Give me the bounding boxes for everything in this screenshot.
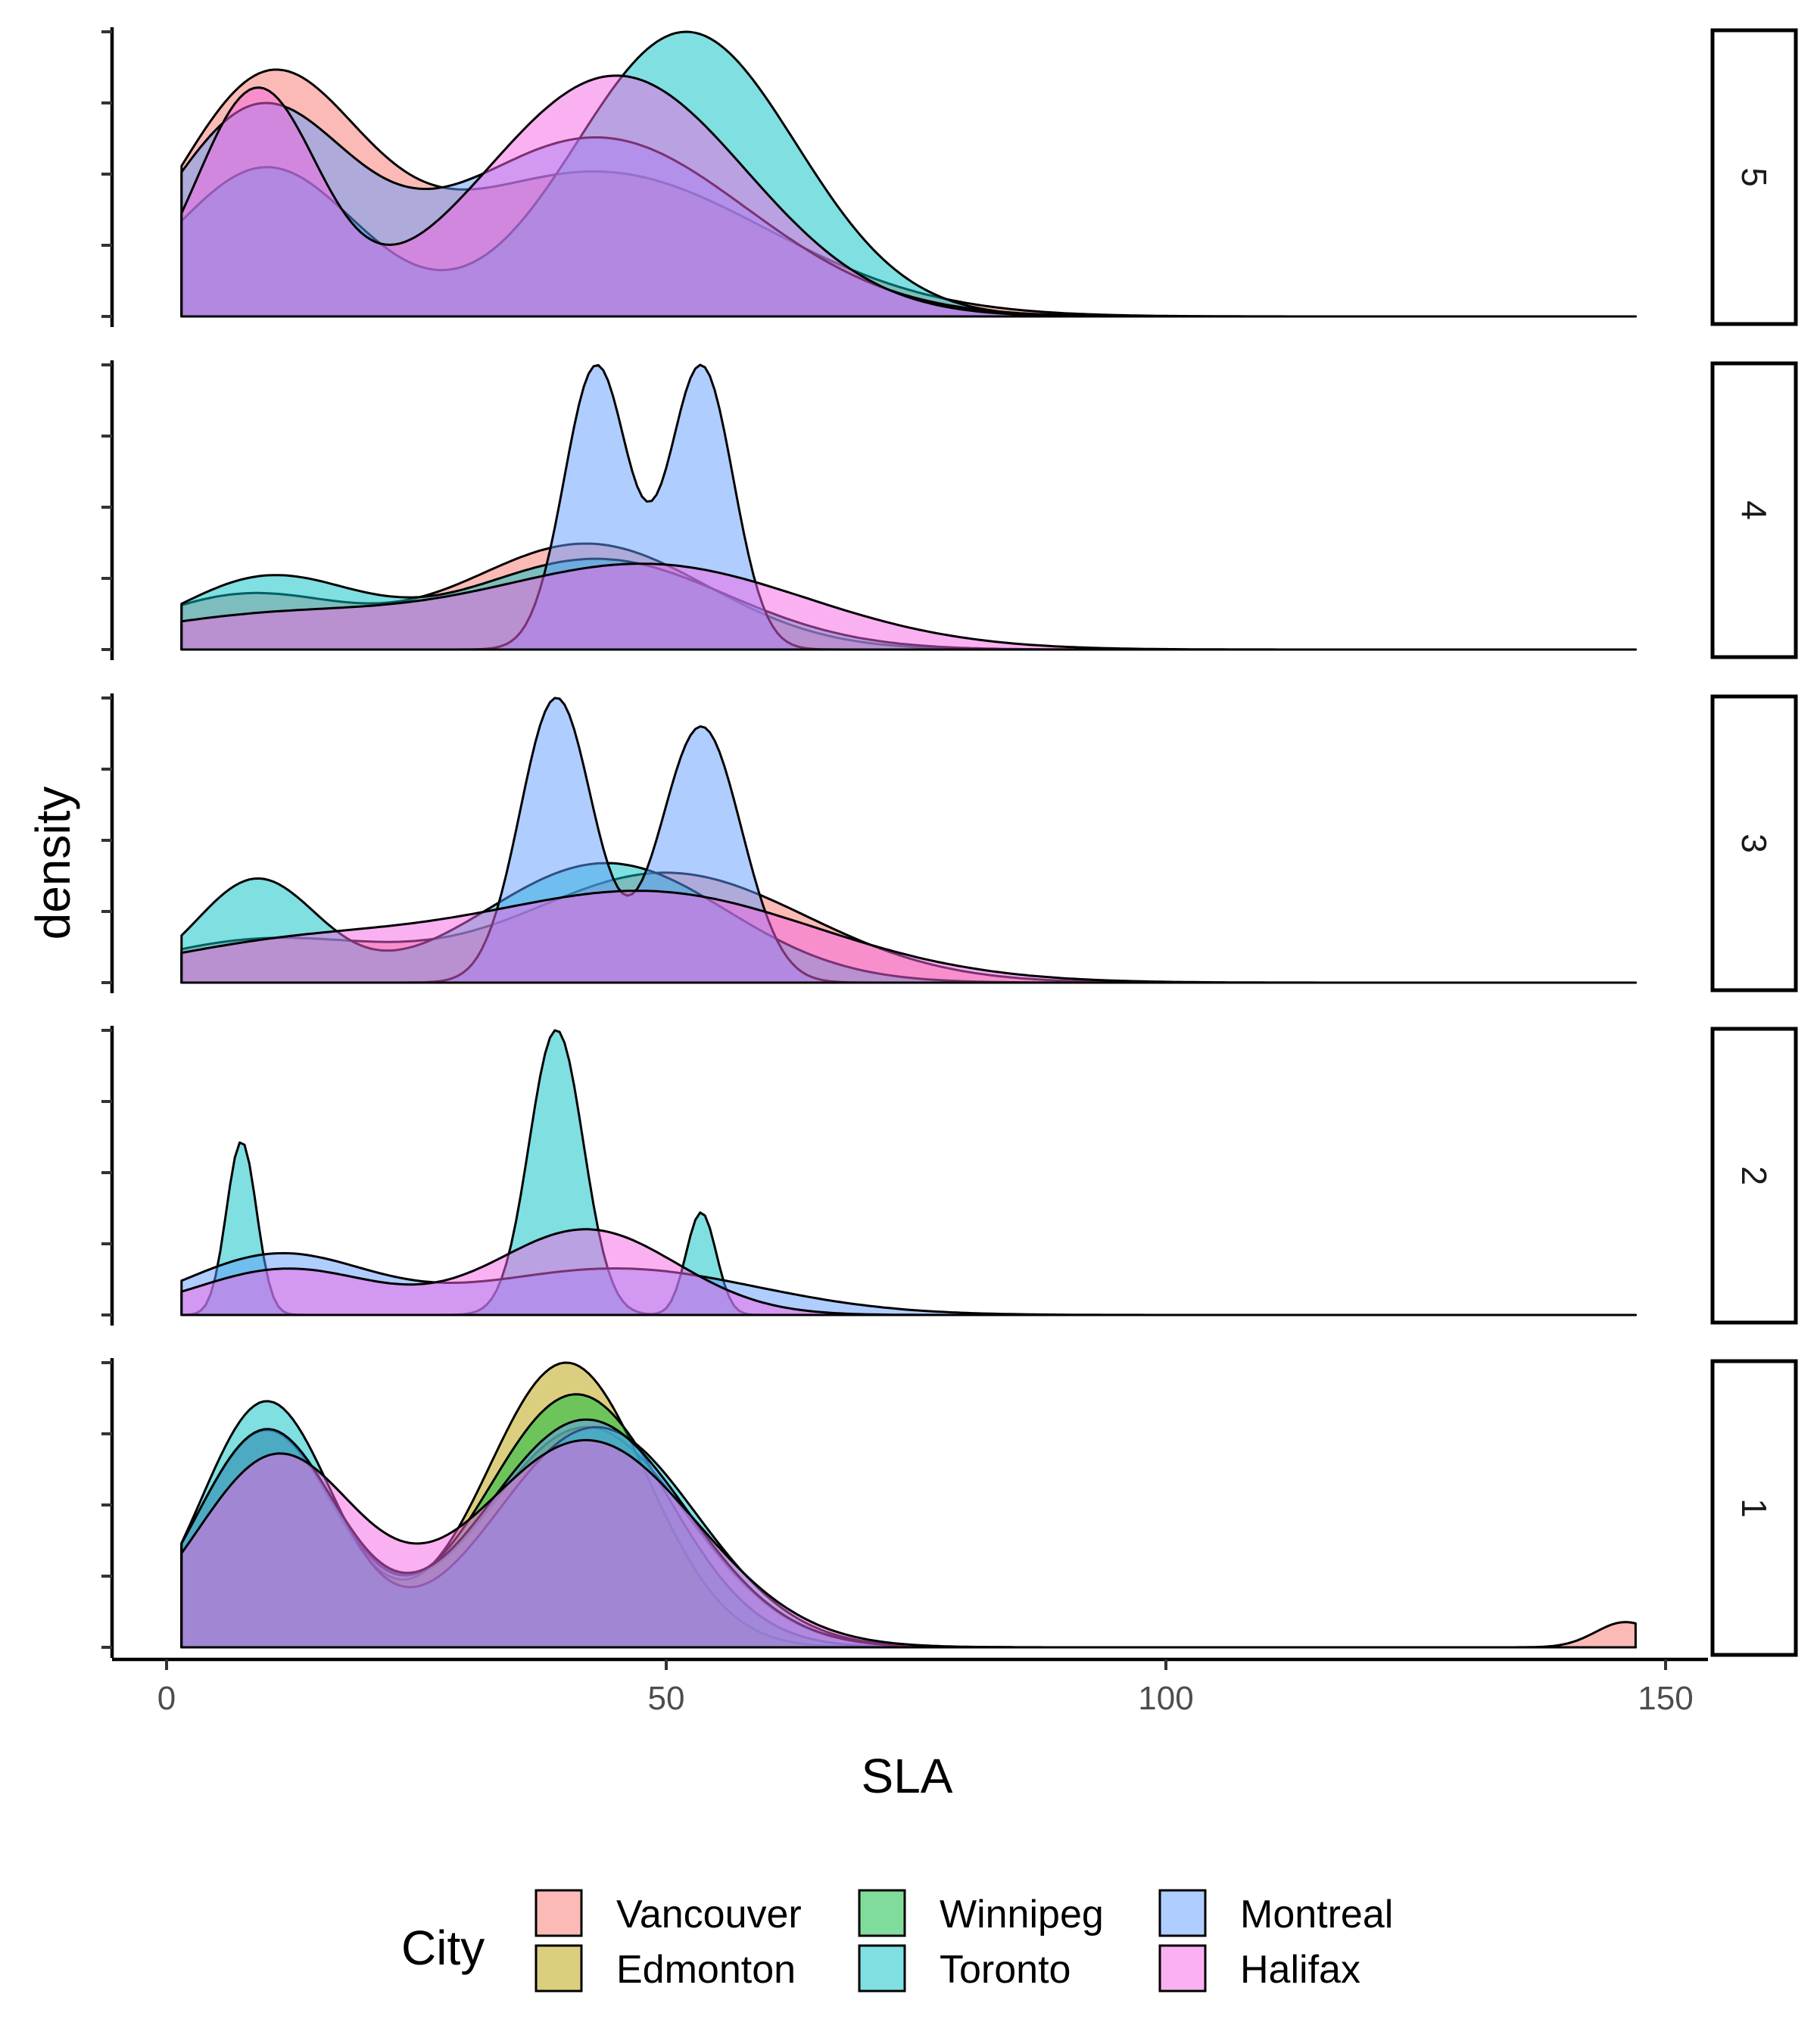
legend-item-edmonton: Edmonton [535,1944,796,1993]
density-area-halifax-panel-4 [180,562,1637,651]
legend-label: Montreal [1240,1893,1393,1937]
density-area-halifax-panel-1 [180,1438,1637,1649]
facet-strip-1 [1710,1359,1798,1657]
legend-key-swatch [535,1944,583,1993]
facet-strip-2 [1710,1027,1798,1325]
legend-item-halifax: Halifax [1158,1944,1360,1993]
facet-panels: 5 4 3 2 1 [101,27,1798,1658]
x-tick-label: 150 [1638,1680,1693,1717]
legend-key-swatch [858,1889,906,1937]
legend-item-winnipeg: Winnipeg [858,1889,1104,1937]
density-area-halifax-panel-2 [180,1228,1637,1316]
y-axis-title: density [26,787,80,940]
facet-strip-5 [1710,28,1798,326]
facet-panel-5: 5 [101,27,1798,327]
legend-key-swatch [535,1889,583,1937]
density-area-halifax-panel-5 [180,74,1637,318]
facet-panel-2: 2 [101,1026,1798,1326]
facet-strip-4 [1710,361,1798,659]
legend-label: Toronto [940,1948,1071,1992]
legend-label: Vancouver [616,1893,802,1937]
x-axis-title: SLA [862,1749,953,1803]
legend-label: Edmonton [616,1948,796,1992]
x-tick-label: 0 [157,1680,176,1717]
legend-key-swatch [858,1944,906,1993]
density-area-halifax-panel-3 [180,890,1637,984]
legend-item-vancouver: Vancouver [535,1889,802,1937]
facet-panel-4: 4 [101,360,1798,660]
x-axis: 0 50 100 150 [112,1657,1708,1717]
legend: City Vancouver Edmonton Winnipeg Toronto Mon… [401,1889,1393,1993]
legend-items: Vancouver Edmonton Winnipeg Toronto Montreal… [535,1889,1393,1993]
density-area-toronto-panel-2 [180,1029,1637,1316]
legend-label: Halifax [1240,1948,1360,1992]
x-tick-label: 50 [648,1680,685,1717]
facet-strip-label: 3 [1734,833,1774,853]
legend-title: City [401,1921,485,1975]
legend-item-toronto: Toronto [858,1944,1071,1993]
legend-item-montreal: Montreal [1158,1889,1393,1937]
facet-strip-label: 4 [1734,500,1774,520]
facet-panel-1: 1 [101,1358,1798,1658]
x-tick-label: 100 [1138,1680,1193,1717]
facet-strip-label: 1 [1734,1498,1774,1518]
legend-key-swatch [1158,1944,1207,1993]
facet-strip-label: 5 [1734,167,1774,187]
facet-strip-3 [1710,694,1798,992]
legend-key-swatch [1158,1889,1207,1937]
facet-panel-3: 3 [101,693,1798,993]
legend-label: Winnipeg [940,1893,1104,1937]
facet-strip-label: 2 [1734,1166,1774,1186]
